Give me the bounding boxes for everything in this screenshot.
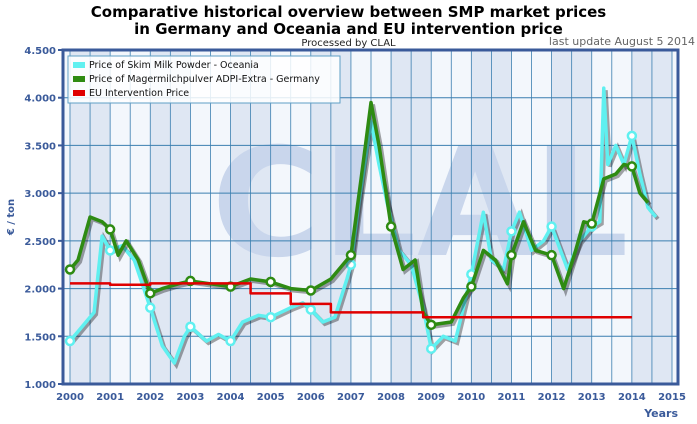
x-tick-label: 2005: [257, 392, 285, 403]
data-point-marker: [425, 343, 437, 354]
x-tick-label: 2000: [56, 392, 84, 403]
series-line-1: [68, 100, 650, 327]
legend-swatch: [73, 62, 85, 68]
data-point-marker: [265, 276, 276, 288]
x-tick-label: 2007: [337, 392, 365, 403]
legend-label: Price of Magermilchpulver ADPI-Extra - G…: [89, 74, 320, 85]
y-tick-label: 3.500: [24, 141, 56, 152]
data-point-marker: [345, 249, 357, 261]
background-band: [651, 50, 672, 384]
x-tick-label: 2001: [96, 392, 124, 403]
x-axis-label: Years: [643, 407, 678, 420]
data-point-marker: [506, 226, 517, 237]
y-tick-label: 1.000: [24, 380, 56, 391]
data-point-marker: [385, 221, 397, 232]
data-point-marker: [626, 130, 638, 142]
background-band: [571, 50, 592, 384]
y-tick-label: 1.500: [24, 332, 56, 343]
data-point-marker: [305, 304, 317, 315]
y-tick-label: 2.500: [24, 237, 56, 248]
x-tick-label: 2014: [618, 392, 646, 403]
y-tick-label: 2.000: [24, 285, 56, 296]
background-band: [170, 50, 191, 384]
legend-swatch: [73, 76, 85, 82]
clal-watermark: CLAL: [211, 117, 628, 291]
legend-box: [67, 55, 341, 104]
data-point-marker: [64, 264, 76, 275]
background-band: [310, 50, 331, 384]
background-band: [70, 50, 91, 384]
update-note: last update August 5 2014: [548, 35, 695, 48]
data-point-marker: [506, 249, 517, 261]
series-line-2: [70, 282, 632, 319]
data-point-marker: [145, 288, 156, 299]
x-tick-label: 2008: [377, 392, 405, 403]
x-tick-label: 2004: [217, 392, 245, 403]
data-point-marker: [586, 218, 597, 229]
y-tick-label: 4.500: [24, 46, 56, 57]
x-tick-label: 2002: [136, 392, 164, 403]
background-band: [330, 50, 351, 384]
x-tick-label: 2009: [417, 392, 445, 403]
data-point-marker: [225, 335, 236, 347]
data-point-marker: [546, 249, 557, 261]
background-band: [491, 50, 512, 384]
background-band: [411, 50, 432, 384]
x-tick-label: 2003: [176, 392, 204, 403]
y-tick-label: 3.000: [24, 189, 56, 200]
data-point-marker: [626, 161, 638, 172]
y-tick-label: 4.000: [24, 94, 56, 105]
legend-swatch: [73, 90, 85, 96]
data-point-marker: [145, 302, 156, 313]
data-point-marker: [546, 221, 557, 232]
data-point-marker: [104, 224, 116, 235]
background-band: [250, 50, 271, 384]
y-axis-label: € / ton: [6, 199, 17, 236]
data-point-marker: [185, 321, 196, 332]
background-band: [150, 50, 171, 384]
x-tick-label: 2006: [297, 392, 325, 403]
data-point-marker: [104, 245, 116, 256]
background-band: [551, 50, 572, 384]
data-point-marker: [64, 335, 76, 347]
data-point-marker: [466, 281, 477, 292]
data-point-marker: [425, 319, 437, 331]
background-band: [631, 50, 652, 384]
data-point-marker: [305, 285, 317, 296]
chart-subtitle: Processed by CLAL: [301, 38, 396, 49]
legend-label: Price of Skim Milk Powder - Oceania: [89, 60, 259, 71]
x-tick-label: 2010: [457, 392, 485, 403]
x-tick-label: 2013: [578, 392, 606, 403]
data-point-marker: [265, 311, 276, 323]
x-tick-label: 2015: [658, 392, 686, 403]
chart-title-line2: in Germany and Oceania and EU interventi…: [134, 20, 563, 38]
x-tick-label: 2011: [498, 392, 526, 403]
x-tick-label: 2012: [538, 392, 566, 403]
background-band: [230, 50, 251, 384]
background-band: [391, 50, 412, 384]
chart-title-line1: Comparative historical overview between …: [90, 3, 607, 21]
legend-label: EU Intervention Price: [89, 88, 189, 99]
data-point-marker: [345, 259, 357, 270]
plot-border: [61, 48, 680, 386]
